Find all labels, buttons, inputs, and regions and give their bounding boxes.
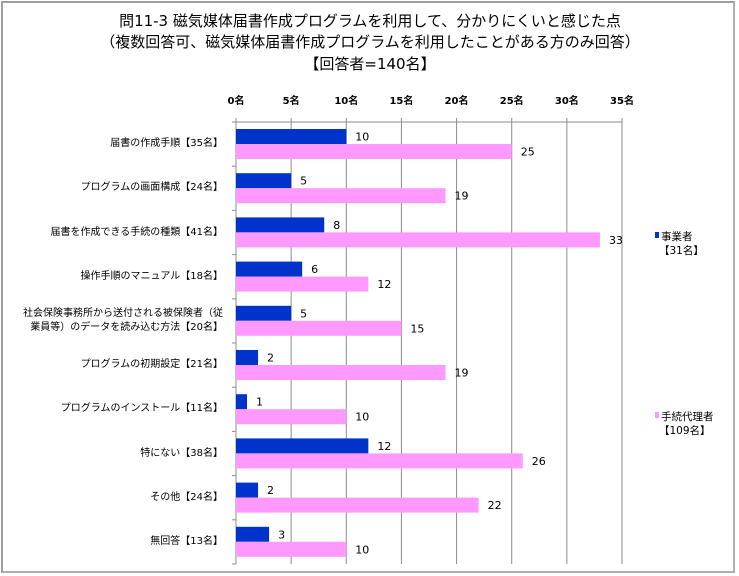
category-label: プログラムのインストール【11名】 <box>61 402 223 416</box>
category-label-line: その他【24名】 <box>150 491 223 503</box>
data-label: 19 <box>455 190 469 203</box>
category-label-line: 届書の作成手順【35名】 <box>110 138 223 150</box>
bar-dairi <box>236 144 512 159</box>
data-label: 19 <box>455 367 469 380</box>
category-label: プログラムの画面構成【24名】 <box>81 181 223 195</box>
bar-jigyosha <box>236 438 369 454</box>
bar-jigyosha <box>236 129 347 144</box>
category-label: 社会保険事務所から送付される被保険者（従業員等）のデータを読み込む方法【20名】 <box>23 307 223 335</box>
data-label: 10 <box>355 543 369 556</box>
bar-jigyosha <box>236 482 259 498</box>
bar-jigyosha <box>236 526 270 542</box>
category-label-line: 業員等）のデータを読み込む方法【20名】 <box>30 321 223 333</box>
category-label-line: プログラムの画面構成【24名】 <box>80 182 223 194</box>
bar-dairi <box>236 188 446 204</box>
data-label: 15 <box>410 322 424 335</box>
category-label-line: プログラムのインストール【11名】 <box>60 403 223 415</box>
bar-jigyosha <box>236 305 292 321</box>
data-label: 5 <box>300 307 307 320</box>
legend-label-0: 事業者 <box>661 231 693 243</box>
category-label-line: プログラムの初期設定【21名】 <box>80 359 223 371</box>
x-tick-label: 30名 <box>554 96 579 107</box>
chart-title-line-2: （複数回答可、磁気媒体届書作成プログラムを利用したことがある方のみ回答） <box>100 33 640 51</box>
category-label: その他【24名】 <box>150 491 223 505</box>
data-label: 26 <box>532 455 546 468</box>
chart-title-line-1: 問11-3 磁気媒体届書作成プログラムを利用して、分かりにくいと感じた点 <box>119 12 621 30</box>
category-label: 無回答【13名】 <box>150 535 223 549</box>
data-label: 2 <box>267 484 274 497</box>
data-label: 12 <box>377 440 391 453</box>
chart-title-line-3: 【回答者=140名】 <box>304 55 436 73</box>
x-tick-label: 5名 <box>282 96 300 107</box>
data-label: 6 <box>311 263 318 276</box>
category-label-line: 操作手順のマニュアル【18名】 <box>80 270 223 282</box>
data-label: 5 <box>300 175 307 188</box>
x-tick-label: 15名 <box>389 96 414 107</box>
bar-dairi <box>236 320 402 336</box>
category-label-line: 特にない【38名】 <box>140 447 223 459</box>
data-label: 3 <box>278 528 285 541</box>
bar-dairi <box>236 232 600 248</box>
bar-jigyosha <box>236 350 259 365</box>
category-label: 操作手順のマニュアル【18名】 <box>81 270 223 284</box>
bar-dairi <box>236 453 523 469</box>
x-tick-label: 10名 <box>334 96 359 107</box>
category-label-line: 社会保険事務所から送付される被保険者（従 <box>23 307 223 319</box>
data-label: 33 <box>609 234 623 247</box>
x-tick-label: 0名 <box>227 96 245 107</box>
category-label: プログラムの初期設定【21名】 <box>81 358 223 372</box>
legend-sublabel-0: 【31名】 <box>659 245 704 257</box>
x-tick-label: 35名 <box>610 96 634 107</box>
legend-sublabel-1: 【109名】 <box>659 425 711 437</box>
data-label: 12 <box>377 278 391 291</box>
data-label: 25 <box>521 146 535 159</box>
data-label: 1 <box>256 396 263 409</box>
data-label: 10 <box>355 131 369 144</box>
bar-jigyosha <box>236 394 248 410</box>
bar-dairi <box>236 541 347 557</box>
legend-item-1: 手続代理者 【109名】 <box>655 410 714 438</box>
category-label: 届書の作成手順【35名】 <box>110 137 223 151</box>
data-label: 22 <box>488 499 502 512</box>
bar-jigyosha <box>236 261 303 277</box>
bar-dairi <box>236 276 369 292</box>
category-label: 特にない【38名】 <box>140 447 223 461</box>
bar-dairi <box>236 365 446 380</box>
data-label: 8 <box>333 219 340 232</box>
bar-jigyosha <box>236 173 292 189</box>
x-tick-label: 25名 <box>499 96 524 107</box>
legend-item-0: 事業者 【31名】 <box>655 230 704 258</box>
bar-jigyosha <box>236 217 325 233</box>
data-label: 2 <box>267 352 274 365</box>
legend-swatch-1 <box>655 412 659 418</box>
bar-dairi <box>236 497 479 513</box>
x-tick-label: 20名 <box>444 96 469 107</box>
bar-dairi <box>236 409 347 425</box>
legend-swatch-0 <box>655 232 659 238</box>
data-label: 10 <box>355 411 369 424</box>
category-label-line: 無回答【13名】 <box>150 535 223 547</box>
category-label: 届書を作成できる手続の種類【41名】 <box>50 226 223 240</box>
legend-label-1: 手続代理者 <box>661 411 714 423</box>
category-label-line: 届書を作成できる手続の種類【41名】 <box>50 226 223 238</box>
